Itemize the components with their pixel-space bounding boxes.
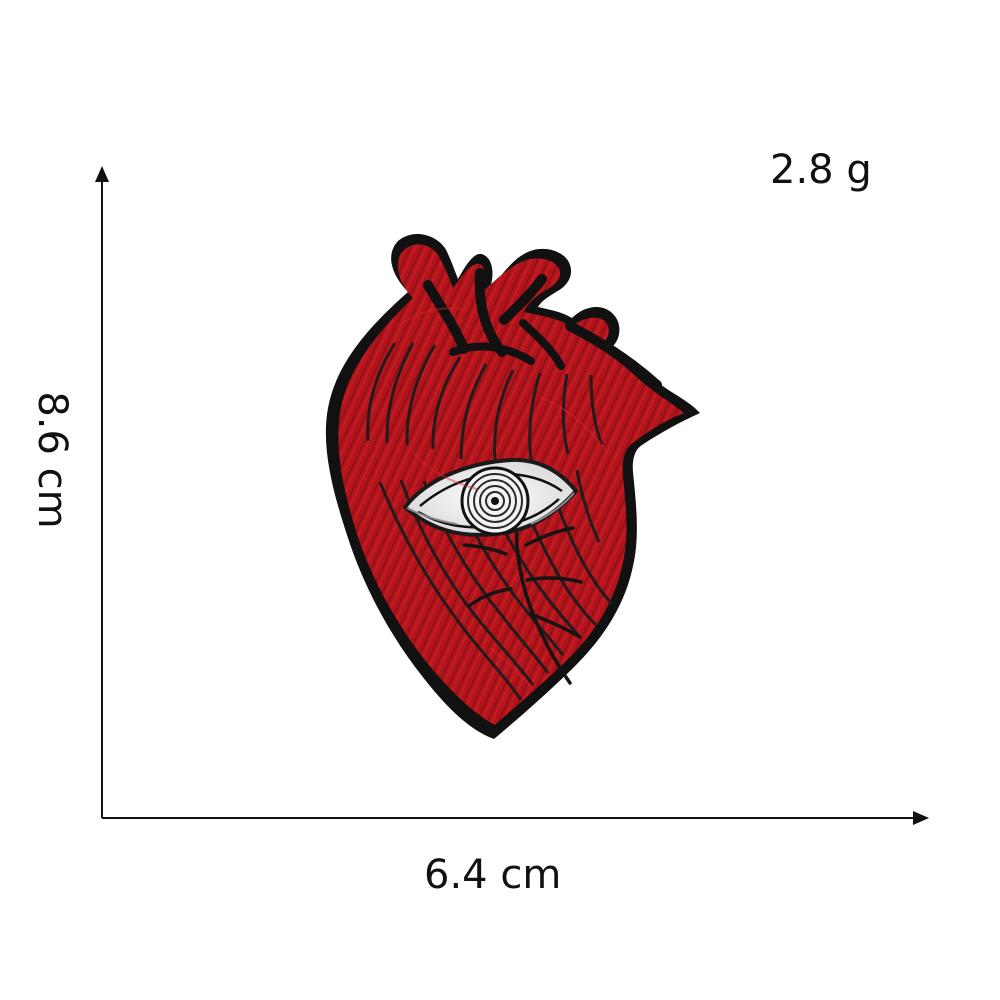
anatomical-heart-eye-patch-icon (325, 233, 700, 739)
height-label: 8.6 cm (29, 391, 75, 529)
heart-veins (462, 504, 583, 685)
weight-label: 2.8 g (770, 147, 872, 193)
heart-vessels (423, 268, 662, 390)
width-axis-arrow-icon (913, 811, 929, 825)
width-label: 6.4 cm (424, 852, 562, 898)
height-axis-arrow-icon (95, 166, 109, 182)
heart-patch-group (325, 233, 700, 739)
heart-highlights (395, 307, 606, 688)
eye-icon (402, 457, 579, 537)
